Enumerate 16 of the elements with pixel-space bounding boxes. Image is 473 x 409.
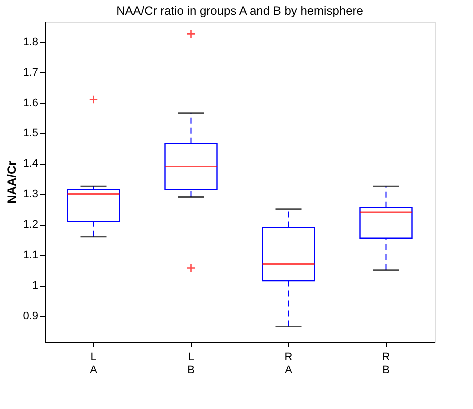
y-tick-label: 1.6 [23, 97, 38, 110]
y-tick-label: 1 [32, 280, 38, 292]
y-tick-label: 1.3 [23, 188, 38, 201]
y-tick-label: 1.7 [23, 66, 38, 79]
x-tick-label: R A [284, 352, 294, 376]
x-tick-label: L B [188, 352, 195, 376]
y-tick-label: 1.1 [23, 250, 38, 262]
chart-title: NAA/Cr ratio in groups A and B by hemisphere [116, 4, 364, 18]
y-tick-label: 1.2 [23, 219, 38, 232]
x-tick-label: L A [90, 352, 98, 376]
x-tick-label: R B [382, 352, 390, 376]
y-tick-label: 0.9 [23, 310, 38, 323]
y-tick-label: 1.8 [23, 36, 38, 48]
y-tick-label: 1.5 [23, 128, 38, 140]
y-axis-title: NAA/Cr [5, 160, 20, 204]
y-tick-label: 1.4 [23, 158, 38, 170]
